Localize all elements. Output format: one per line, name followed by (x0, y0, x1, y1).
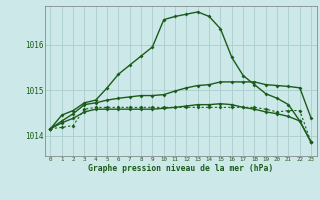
X-axis label: Graphe pression niveau de la mer (hPa): Graphe pression niveau de la mer (hPa) (88, 164, 273, 173)
